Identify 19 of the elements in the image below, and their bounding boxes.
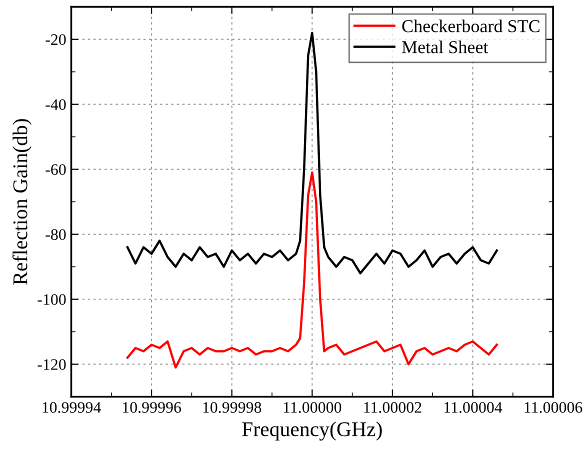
x-tick-label: 10.99994 [42, 402, 101, 413]
x-tick-label: 10.99998 [203, 402, 262, 413]
legend-label: Metal Sheet [402, 40, 488, 54]
y-tick-label: -120 [38, 359, 66, 370]
x-tick-label: 11.00004 [444, 402, 502, 413]
y-tick-label: -60 [46, 164, 66, 175]
x-tick-label: 11.00000 [284, 402, 342, 413]
line-series [126, 32, 498, 274]
y-tick-label: -40 [46, 99, 66, 110]
line-series [126, 171, 498, 369]
x-tick-label: 11.00002 [364, 402, 422, 413]
y-tick-label: -80 [46, 229, 66, 240]
y-tick-label: -20 [46, 34, 66, 46]
x-tick-label: 11.00006 [524, 402, 582, 413]
legend-label: Checkerboard STC [402, 20, 540, 32]
x-tick-label: 10.99996 [123, 402, 182, 413]
y-axis-title: Reflection Gain(db) [12, 119, 32, 285]
y-tick-label: -100 [38, 294, 66, 305]
x-axis-title: Frequency(GHz) [242, 422, 382, 441]
